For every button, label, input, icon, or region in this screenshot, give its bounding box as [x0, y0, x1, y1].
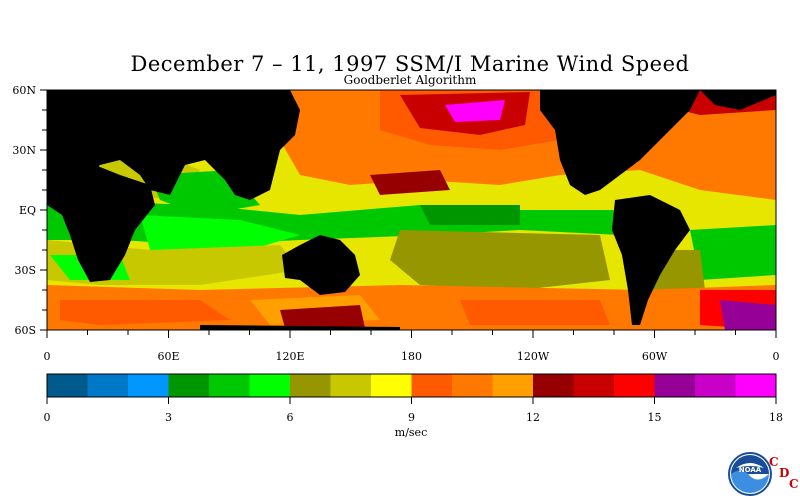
lon-label: 60E [157, 350, 180, 363]
colorbar-swatch [614, 374, 655, 397]
lat-label: 60S [14, 324, 36, 337]
wind-region [390, 230, 610, 290]
land-africa [47, 160, 155, 282]
noaa-logo-icon: NOAA [728, 452, 772, 496]
colorbar-tick-label: 12 [526, 411, 540, 424]
wind-region [280, 305, 365, 328]
logo-letter: C [789, 477, 799, 491]
wind-region [690, 225, 776, 280]
colorbar-swatch [87, 374, 129, 397]
colorbar [46, 373, 777, 398]
lat-label: 30S [14, 264, 36, 277]
colorbar-swatch [330, 374, 372, 397]
colorbar-tick-label: 3 [165, 411, 172, 424]
logo-letter: C [769, 455, 779, 469]
lon-label: 0 [43, 350, 51, 363]
colorbar-swatch [290, 374, 331, 397]
colorbar-swatch [411, 374, 453, 397]
lon-label: 120W [516, 350, 550, 363]
land-mediterranean [47, 125, 120, 155]
colorbar-swatch [452, 374, 493, 397]
lat-label: EQ [18, 204, 36, 217]
wind-region [460, 300, 610, 325]
wind-region [60, 300, 230, 325]
land-north-america [540, 90, 700, 195]
colorbar-tick-label: 0 [43, 411, 51, 424]
lon-label: 180 [401, 350, 422, 363]
colorbar-tick-label: 18 [769, 411, 783, 424]
lon-label: 0 [772, 350, 780, 363]
colorbar-swatch [492, 374, 534, 397]
land-antarctica [200, 325, 400, 330]
colorbar-tick-label: 6 [286, 411, 294, 424]
land-greenland [700, 90, 776, 110]
colorbar-swatch [128, 374, 169, 397]
lon-label: 120E [275, 350, 305, 363]
colorbar-swatch [654, 374, 696, 397]
land-south-america [612, 195, 690, 325]
lat-label: 60N [12, 84, 36, 97]
lon-label: 60W [641, 350, 668, 363]
wind-region [140, 215, 300, 250]
map-field [46, 89, 777, 331]
map-subtitle: Goodberlet Algorithm [343, 73, 477, 87]
colorbar-units: m/sec [394, 426, 428, 439]
colorbar-ticks [46, 397, 777, 404]
wind-region [445, 100, 505, 122]
colorbar-swatch [47, 374, 88, 397]
logo-letter: D [779, 466, 790, 480]
colorbar-swatch [209, 374, 250, 397]
wind-region [720, 300, 776, 330]
lat-label: 30N [12, 144, 36, 157]
colorbar-swatch [249, 374, 291, 397]
land-australia [282, 235, 360, 295]
colorbar-swatch [533, 374, 574, 397]
land-eurasia-africa-north [47, 90, 300, 200]
map-title: December 7 – 11, 1997 SSM/I Marine Wind … [130, 52, 690, 76]
colorbar-swatch [371, 374, 412, 397]
colorbar-swatch [735, 374, 777, 397]
colorbar-swatch [573, 374, 615, 397]
colorbar-swatch [168, 374, 210, 397]
wind-region [420, 205, 520, 225]
wind-region [370, 170, 450, 195]
colorbar-tick-label: 15 [647, 411, 662, 424]
lat-ticks [40, 89, 47, 331]
colorbar-swatch [695, 374, 736, 397]
colorbar-tick-label: 9 [408, 411, 415, 424]
lon-ticks [46, 330, 777, 338]
noaa-logo-text: NOAA [739, 466, 762, 474]
